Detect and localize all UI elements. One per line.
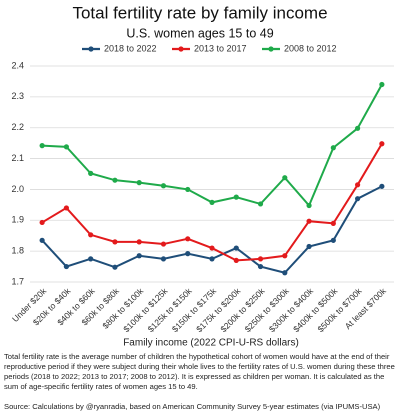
data-point: [355, 182, 361, 188]
x-axis-title: Family income (2022 CPI-U-RS dollars): [123, 338, 299, 349]
legend: 2018 to 2022 2013 to 2017 2008 to 2012: [82, 43, 337, 53]
legend-label: 2013 to 2017: [194, 43, 247, 53]
data-point: [39, 219, 45, 226]
data-point: [160, 183, 167, 189]
data-point: [209, 256, 215, 262]
data-point: [185, 251, 191, 257]
data-point: [282, 270, 288, 276]
legend-marker: [178, 46, 184, 52]
y-tick-label: 2.0: [11, 184, 24, 194]
data-point: [39, 143, 45, 149]
legend-label: 2018 to 2022: [104, 43, 157, 53]
data-point: [39, 237, 45, 243]
data-point: [112, 177, 118, 183]
data-point: [209, 199, 215, 205]
chart-title: Total fertility rate by family income: [72, 3, 327, 22]
data-point: [136, 239, 142, 245]
data-point: [233, 245, 239, 251]
y-tick-label: 2.3: [11, 91, 24, 101]
data-point: [185, 186, 191, 193]
data-point: [136, 180, 142, 186]
data-point: [233, 257, 239, 263]
data-point: [185, 236, 191, 242]
data-point: [88, 256, 94, 262]
data-point: [112, 239, 118, 245]
data-point: [160, 256, 167, 262]
source: Source: Calculations by @ryanradia, base…: [4, 402, 381, 411]
data-point: [233, 194, 239, 200]
y-tick-label: 1.7: [11, 276, 24, 286]
legend-marker: [88, 46, 94, 52]
data-point: [379, 81, 385, 88]
y-tick-label: 2.2: [11, 122, 24, 132]
series-line: [42, 84, 383, 208]
data-point: [88, 232, 94, 238]
y-tick-label: 2.1: [11, 153, 24, 163]
data-point: [257, 201, 264, 207]
data-point: [379, 183, 385, 189]
chart-subtitle: U.S. women ages 15 to 49: [126, 26, 273, 40]
data-point: [160, 241, 167, 247]
data-point: [330, 145, 336, 151]
data-point: [112, 264, 118, 270]
data-point: [282, 175, 288, 181]
data-point: [136, 253, 142, 259]
data-point: [306, 243, 312, 250]
y-tick-label: 1.9: [11, 215, 24, 225]
legend-marker: [268, 46, 274, 52]
data-point: [355, 196, 361, 202]
data-point: [88, 170, 94, 176]
data-point: [257, 263, 264, 270]
data-point: [63, 205, 69, 211]
data-point: [330, 220, 336, 226]
note: Total fertility rate is the average numb…: [4, 352, 395, 391]
data-point: [63, 144, 69, 150]
chart: Total fertility rate by family income U.…: [10, 3, 394, 349]
y-tick-label: 1.8: [11, 246, 24, 256]
data-point: [379, 141, 385, 147]
legend-label: 2008 to 2012: [284, 43, 337, 53]
data-point: [63, 263, 69, 270]
data-point: [257, 256, 264, 262]
data-point: [355, 125, 361, 131]
y-tick-label: 2.4: [11, 60, 24, 70]
data-point: [306, 202, 312, 209]
data-point: [330, 237, 336, 243]
data-point: [209, 245, 215, 251]
data-point: [282, 253, 288, 259]
data-point: [306, 218, 312, 224]
